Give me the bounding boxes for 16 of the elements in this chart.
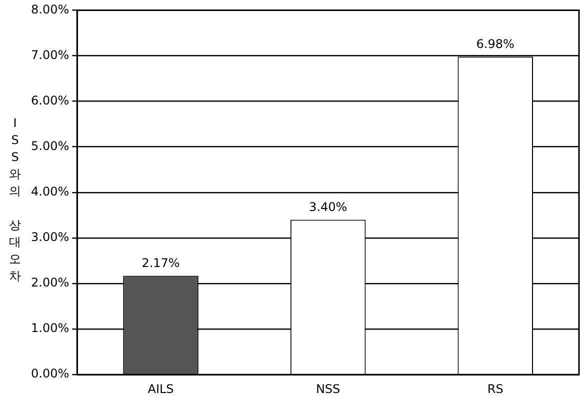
y-tick-label: 7.00% — [30, 48, 70, 62]
y-tick-label: 6.00% — [30, 93, 70, 108]
x-tick-label: RS — [487, 382, 504, 396]
y-tick-label: 1.00% — [30, 321, 70, 336]
y-tick-label: 8.00% — [30, 2, 70, 16]
data-label: 6.98% — [476, 36, 514, 51]
y-tick-label: 5.00% — [30, 138, 70, 153]
y-tick-label: 2.00% — [30, 276, 70, 290]
x-tick-label: AILS — [148, 382, 174, 396]
y-tick-label: 4.00% — [30, 184, 70, 199]
data-label: 3.40% — [309, 200, 348, 214]
data-label: 2.17% — [142, 256, 180, 270]
y-tick-label: 3.00% — [30, 230, 70, 244]
x-tick-label: NSS — [316, 382, 340, 396]
y-tick-label: 0.00% — [30, 366, 70, 381]
text: ISS와의 상대오차 — [9, 116, 21, 283]
